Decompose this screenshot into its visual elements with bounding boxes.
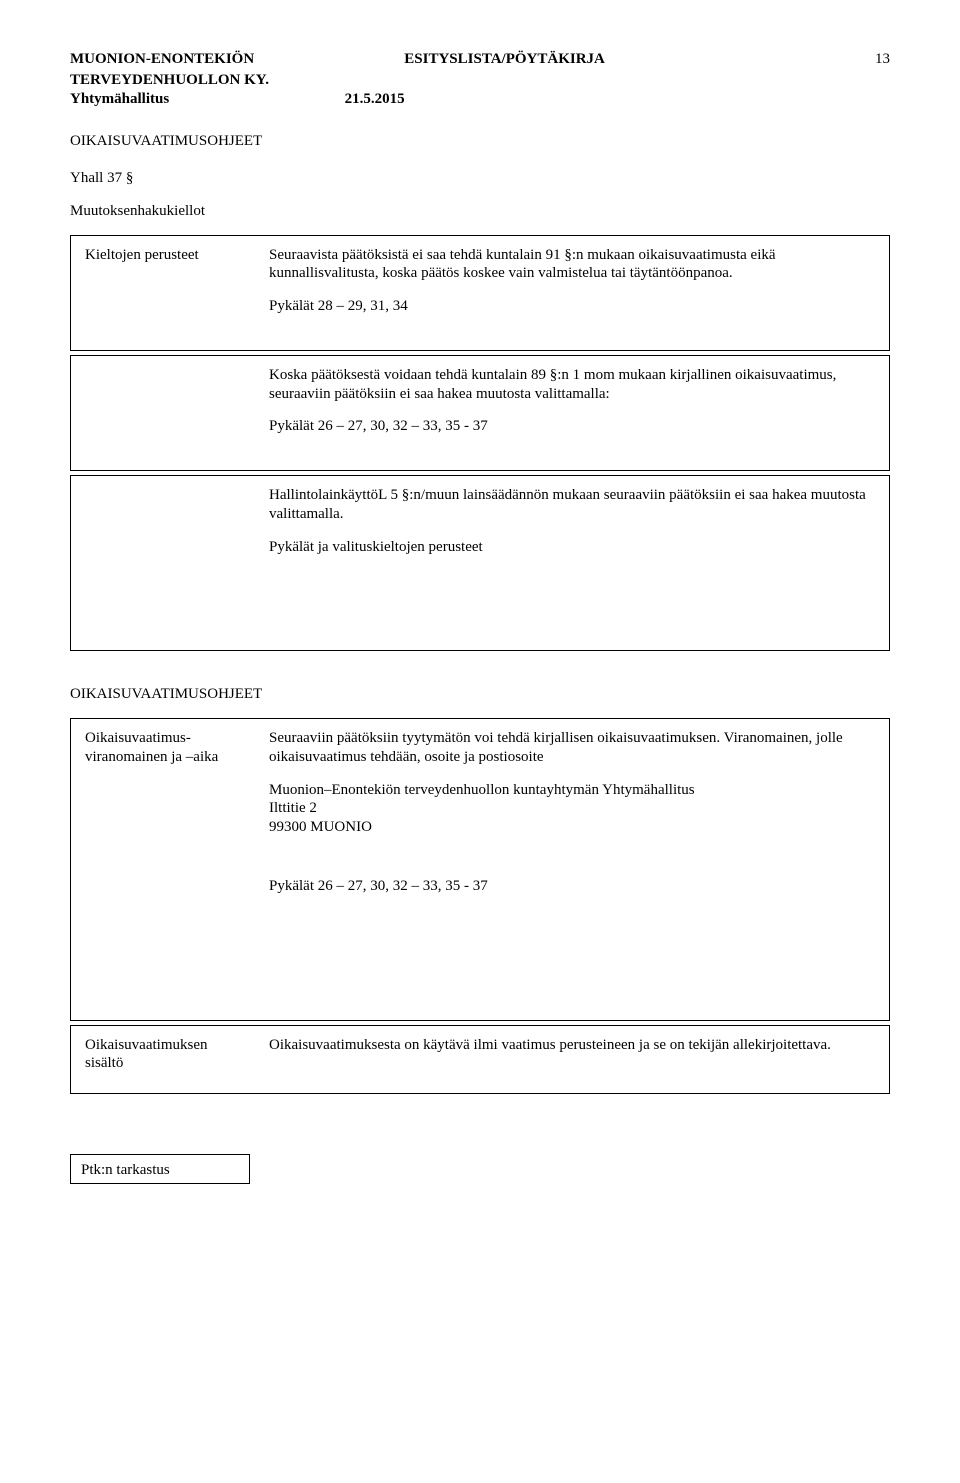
box-oikaisuvaatimus-viranomainen: Oikaisuvaatimus- viranomainen ja –aika S…	[70, 718, 890, 1021]
section-title-1: OIKAISUVAATIMUSOHJEET	[70, 132, 890, 151]
box5-label-line1: Oikaisuvaatimuksen	[85, 1036, 245, 1055]
box2-text-1: Koska päätöksestä voidaan tehdä kuntalai…	[269, 366, 875, 404]
header-date: 21.5.2015	[345, 90, 405, 109]
org-name-line2: TERVEYDENHUOLLON KY.	[70, 71, 890, 90]
box4-org-line2: Ilttitie 2	[269, 799, 875, 818]
box4-pykalat: Pykälät 26 – 27, 30, 32 – 33, 35 - 37	[269, 877, 875, 896]
box5-text-1: Oikaisuvaatimuksesta on käytävä ilmi vaa…	[269, 1036, 875, 1055]
box3-label-empty	[85, 486, 245, 570]
box4-label-line1: Oikaisuvaatimus-	[85, 729, 245, 748]
box3-text-1: HallintolainkäyttöL 5 §:n/muun lainsäädä…	[269, 486, 875, 524]
box3-text-2: Pykälät ja valituskieltojen perusteet	[269, 538, 875, 557]
box4-text-1: Seuraaviin päätöksiin tyytymätön voi teh…	[269, 729, 875, 767]
box-hallintolainkaytto: HallintolainkäyttöL 5 §:n/muun lainsäädä…	[70, 475, 890, 651]
box4-org-line3: 99300 MUONIO	[269, 818, 875, 837]
box2-label-empty	[85, 366, 245, 460]
box4-org-line1: Muonion–Enontekiön terveydenhuollon kunt…	[269, 781, 875, 800]
box5-label-line2: sisältö	[85, 1054, 245, 1073]
box1-pykalat: Pykälät 28 – 29, 31, 34	[269, 297, 875, 316]
yhall-ref: Yhall 37 §	[70, 169, 890, 188]
page-number: 13	[875, 50, 890, 69]
section-title-2: OIKAISUVAATIMUSOHJEET	[70, 685, 890, 704]
document-header: MUONION-ENONTEKIÖN ESITYSLISTA/PÖYTÄKIRJ…	[70, 50, 890, 108]
box-kieltojen-perusteet: Kieltojen perusteet Seuraavista päätöksi…	[70, 235, 890, 351]
box4-label: Oikaisuvaatimus- viranomainen ja –aika	[85, 729, 245, 910]
box-oikaisuvaatimus-sisalto: Oikaisuvaatimuksen sisältö Oikaisuvaatim…	[70, 1025, 890, 1095]
header-row-3: Yhtymähallitus 21.5.2015	[70, 90, 890, 109]
footer-label: Ptk:n tarkastus	[81, 1162, 170, 1178]
header-row-1: MUONION-ENONTEKIÖN ESITYSLISTA/PÖYTÄKIRJ…	[70, 50, 890, 69]
footer-ptk-tarkastus: Ptk:n tarkastus	[70, 1154, 250, 1184]
box1-text-1: Seuraavista päätöksistä ei saa tehdä kun…	[269, 246, 875, 284]
box1-label: Kieltojen perusteet	[85, 246, 245, 340]
box2-pykalat: Pykälät 26 – 27, 30, 32 – 33, 35 - 37	[269, 417, 875, 436]
doc-type: ESITYSLISTA/PÖYTÄKIRJA	[404, 50, 605, 69]
muutoksenhakukiellot-heading: Muutoksenhakukiellot	[70, 202, 890, 221]
box5-label: Oikaisuvaatimuksen sisältö	[85, 1036, 245, 1074]
box4-label-line2: viranomainen ja –aika	[85, 748, 245, 767]
org-name-line1: MUONION-ENONTEKIÖN	[70, 50, 254, 69]
org-name-line3: Yhtymähallitus	[70, 90, 169, 109]
box-kirjallinen-oikaisu: Koska päätöksestä voidaan tehdä kuntalai…	[70, 355, 890, 471]
